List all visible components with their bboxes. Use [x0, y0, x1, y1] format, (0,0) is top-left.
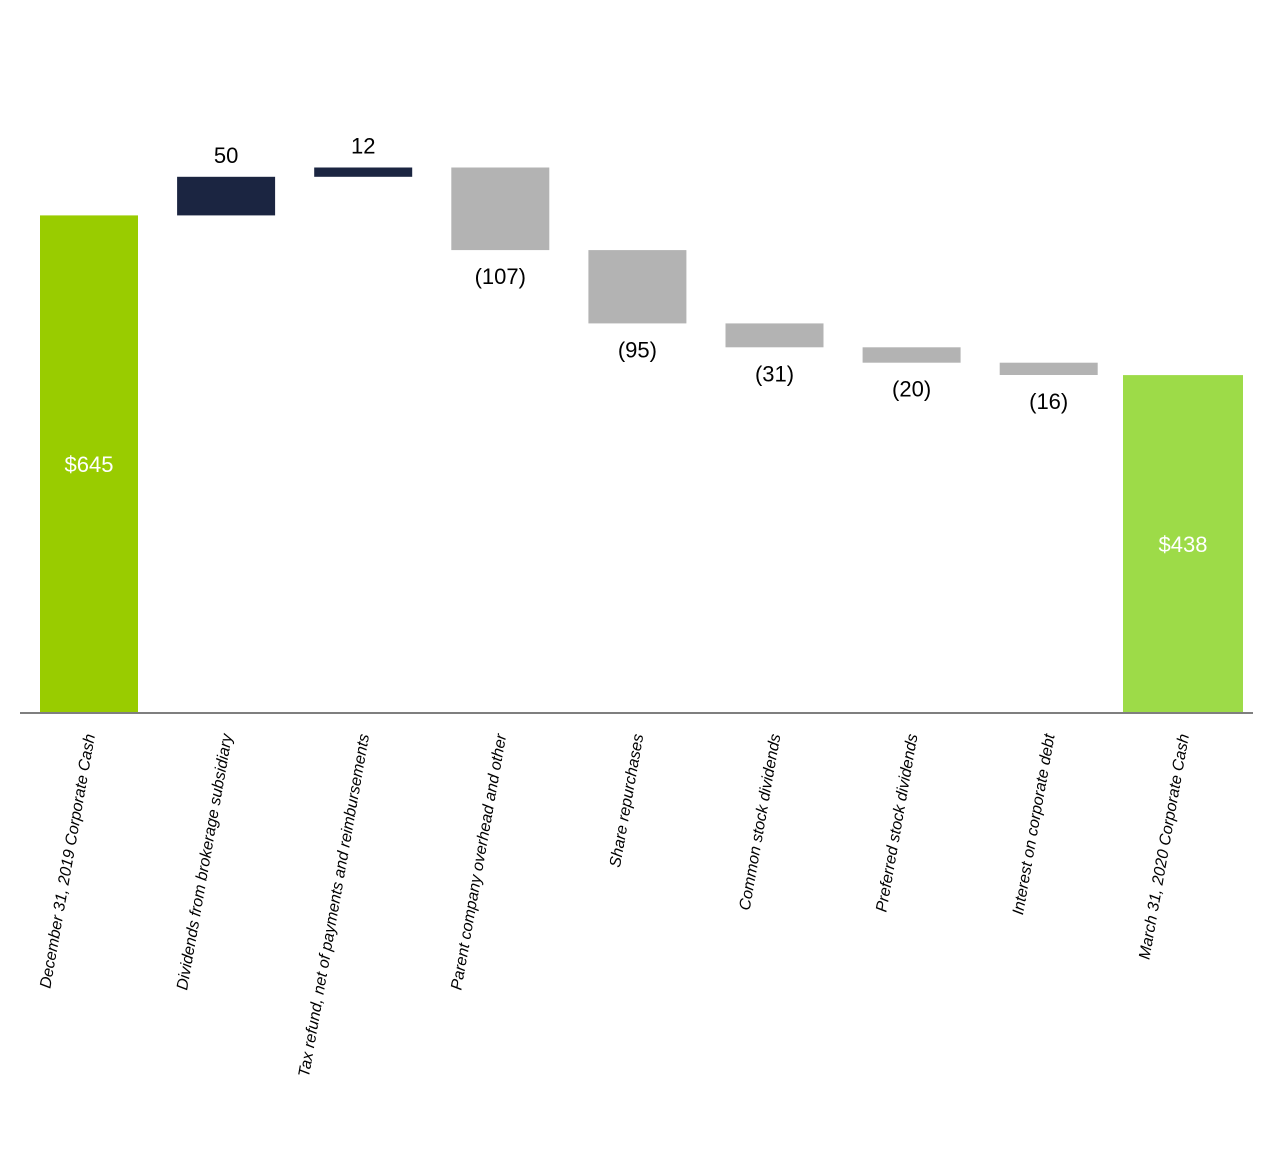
bar-7 — [862, 347, 961, 363]
bar-5 — [588, 250, 687, 324]
category-label-2: Dividends from brokerage subsidiary — [174, 732, 236, 992]
data-label-7: (20) — [892, 377, 931, 402]
category-label-3: Tax refund, net of payments and reimburs… — [296, 733, 373, 1079]
category-label-9: March 31, 2020 Corporate Cash — [1137, 733, 1193, 961]
data-label-8: (16) — [1029, 389, 1068, 414]
bar-2 — [177, 176, 276, 216]
data-label-3: 12 — [351, 134, 375, 159]
data-label-9: $438 — [1159, 532, 1208, 557]
bar-8 — [999, 362, 1098, 375]
data-label-6: (31) — [755, 361, 794, 386]
bar-1 — [40, 215, 138, 713]
data-label-2: 50 — [214, 143, 238, 168]
category-label-8: Interest on corporate debt — [1010, 732, 1059, 916]
category-label-4: Parent company overhead and other — [448, 732, 510, 991]
category-label-5: Share repurchases — [607, 733, 647, 869]
bar-9 — [1123, 375, 1243, 713]
bar-6 — [725, 323, 824, 348]
category-label-6: Common stock dividends — [737, 733, 785, 912]
category-label-1: December 31, 2019 Corporate Cash — [37, 733, 99, 990]
data-label-5: (95) — [618, 337, 657, 362]
data-label-1: $645 — [65, 452, 114, 477]
category-label-7: Preferred stock dividends — [873, 733, 921, 914]
bar-3 — [314, 167, 413, 177]
data-label-4: (107) — [475, 264, 526, 289]
bar-4 — [451, 167, 550, 251]
